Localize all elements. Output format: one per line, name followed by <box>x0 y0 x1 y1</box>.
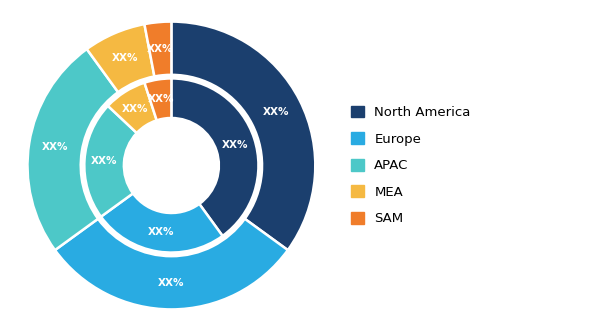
Wedge shape <box>27 49 118 250</box>
Text: XX%: XX% <box>262 107 289 117</box>
Text: XX%: XX% <box>91 156 118 166</box>
Text: XX%: XX% <box>148 227 174 237</box>
Legend: North America, Europe, APAC, MEA, SAM: North America, Europe, APAC, MEA, SAM <box>350 106 470 225</box>
Text: XX%: XX% <box>222 140 249 150</box>
Wedge shape <box>171 78 258 236</box>
Wedge shape <box>87 24 154 92</box>
Wedge shape <box>85 106 137 217</box>
Wedge shape <box>108 83 157 133</box>
Wedge shape <box>171 22 316 250</box>
Text: XX%: XX% <box>112 53 138 63</box>
Wedge shape <box>144 78 171 120</box>
Wedge shape <box>144 22 171 76</box>
Text: XX%: XX% <box>147 44 174 54</box>
Text: XX%: XX% <box>122 104 148 114</box>
Text: XX%: XX% <box>43 142 69 152</box>
Text: XX%: XX% <box>158 278 184 288</box>
Wedge shape <box>101 193 223 253</box>
Wedge shape <box>55 219 288 309</box>
Text: XX%: XX% <box>148 94 174 104</box>
